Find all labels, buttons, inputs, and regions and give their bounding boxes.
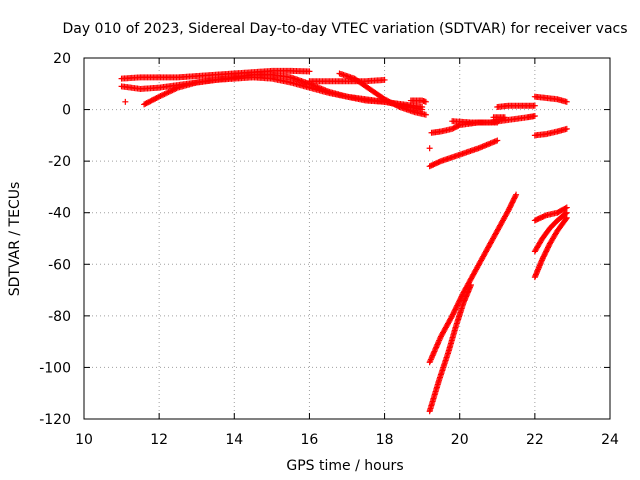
data-point-marker — [158, 92, 165, 99]
data-point-marker — [426, 145, 433, 152]
plot-frame — [83, 57, 611, 420]
series-arc-19 — [531, 209, 570, 255]
data-point-marker — [166, 88, 173, 95]
x-tick-label: 12 — [150, 432, 168, 448]
series-arc-15 — [531, 125, 570, 139]
y-axis-label: SDTVAR / TECUs — [7, 182, 23, 297]
y-tick-label: -40 — [48, 206, 71, 222]
y-tick-label: -100 — [39, 360, 71, 376]
data-point-marker — [513, 191, 520, 198]
data-point-marker — [563, 214, 570, 221]
data-point-marker — [494, 137, 501, 144]
data-point-marker — [160, 91, 167, 98]
data-point-marker — [531, 113, 538, 120]
y-tick-label: -20 — [48, 154, 71, 170]
series-arc-17 — [426, 281, 474, 415]
data-point-marker — [173, 85, 180, 92]
data-point-marker — [162, 90, 169, 97]
data-point-marker — [122, 98, 129, 105]
data-point-marker — [563, 204, 570, 211]
series-arc-7 — [407, 97, 429, 105]
data-point-marker — [562, 216, 569, 223]
series-arc-9 — [426, 145, 433, 152]
data-point-marker — [168, 87, 175, 94]
x-tick-label: 14 — [225, 432, 243, 448]
data-point-marker — [156, 93, 163, 100]
y-tick-label: 20 — [53, 51, 71, 67]
data-point-marker — [563, 125, 570, 132]
grid-layer — [84, 58, 610, 419]
data-point-marker — [512, 192, 519, 199]
data-point-marker — [467, 281, 474, 288]
y-tick-label: -60 — [48, 257, 71, 273]
x-tick-label: 22 — [526, 432, 544, 448]
data-point-marker — [419, 103, 426, 110]
data-point-marker — [562, 210, 569, 217]
series-arc-5 — [306, 76, 388, 85]
data-point-marker — [531, 102, 538, 109]
series-arc-6 — [336, 70, 429, 118]
x-tick-label: 24 — [601, 432, 619, 448]
data-point-marker — [395, 103, 402, 110]
data-point-marker — [169, 87, 176, 94]
y-tick-label: -120 — [39, 412, 71, 428]
series-arc-18 — [531, 204, 570, 224]
series-arc-12 — [494, 102, 538, 110]
y-tick-label: -80 — [48, 309, 71, 325]
series-arc-11 — [449, 113, 538, 126]
data-point-marker — [422, 111, 429, 118]
y-tick-label: 0 — [62, 103, 71, 119]
x-tick-label: 10 — [75, 432, 93, 448]
data-point-marker — [563, 98, 570, 105]
series-arc-13 — [490, 114, 508, 121]
data-point-marker — [157, 93, 164, 100]
x-axis-label: GPS time / hours — [286, 458, 403, 474]
chart-title: Day 010 of 2023, Sidereal Day-to-day VTE… — [62, 21, 627, 37]
series-arc-20 — [531, 214, 570, 281]
data-point-marker — [422, 98, 429, 105]
data-point-marker — [164, 89, 171, 96]
marks-layer — [118, 67, 570, 415]
series-arc-10 — [426, 137, 501, 170]
series-arc-3 — [122, 98, 129, 105]
data-point-marker — [501, 114, 508, 121]
data-point-marker — [170, 86, 177, 93]
x-tick-label: 16 — [301, 432, 319, 448]
data-point-marker — [172, 85, 179, 92]
data-point-marker — [306, 68, 313, 75]
series-arc-4 — [141, 74, 426, 110]
data-point-marker — [165, 89, 172, 96]
data-point-marker — [161, 91, 168, 98]
data-point-marker — [381, 76, 388, 83]
x-tick-label: 18 — [376, 432, 394, 448]
series-arc-14 — [531, 93, 570, 105]
x-tick-label: 20 — [451, 432, 469, 448]
ticks-layer: 10 12 14 16 18 20 22 24 -120 -100 -80 -60 -40 -20 0 20 — [39, 51, 619, 448]
data-point-marker — [563, 209, 570, 216]
series-arc-16 — [426, 191, 520, 366]
data-point-marker — [562, 205, 569, 212]
